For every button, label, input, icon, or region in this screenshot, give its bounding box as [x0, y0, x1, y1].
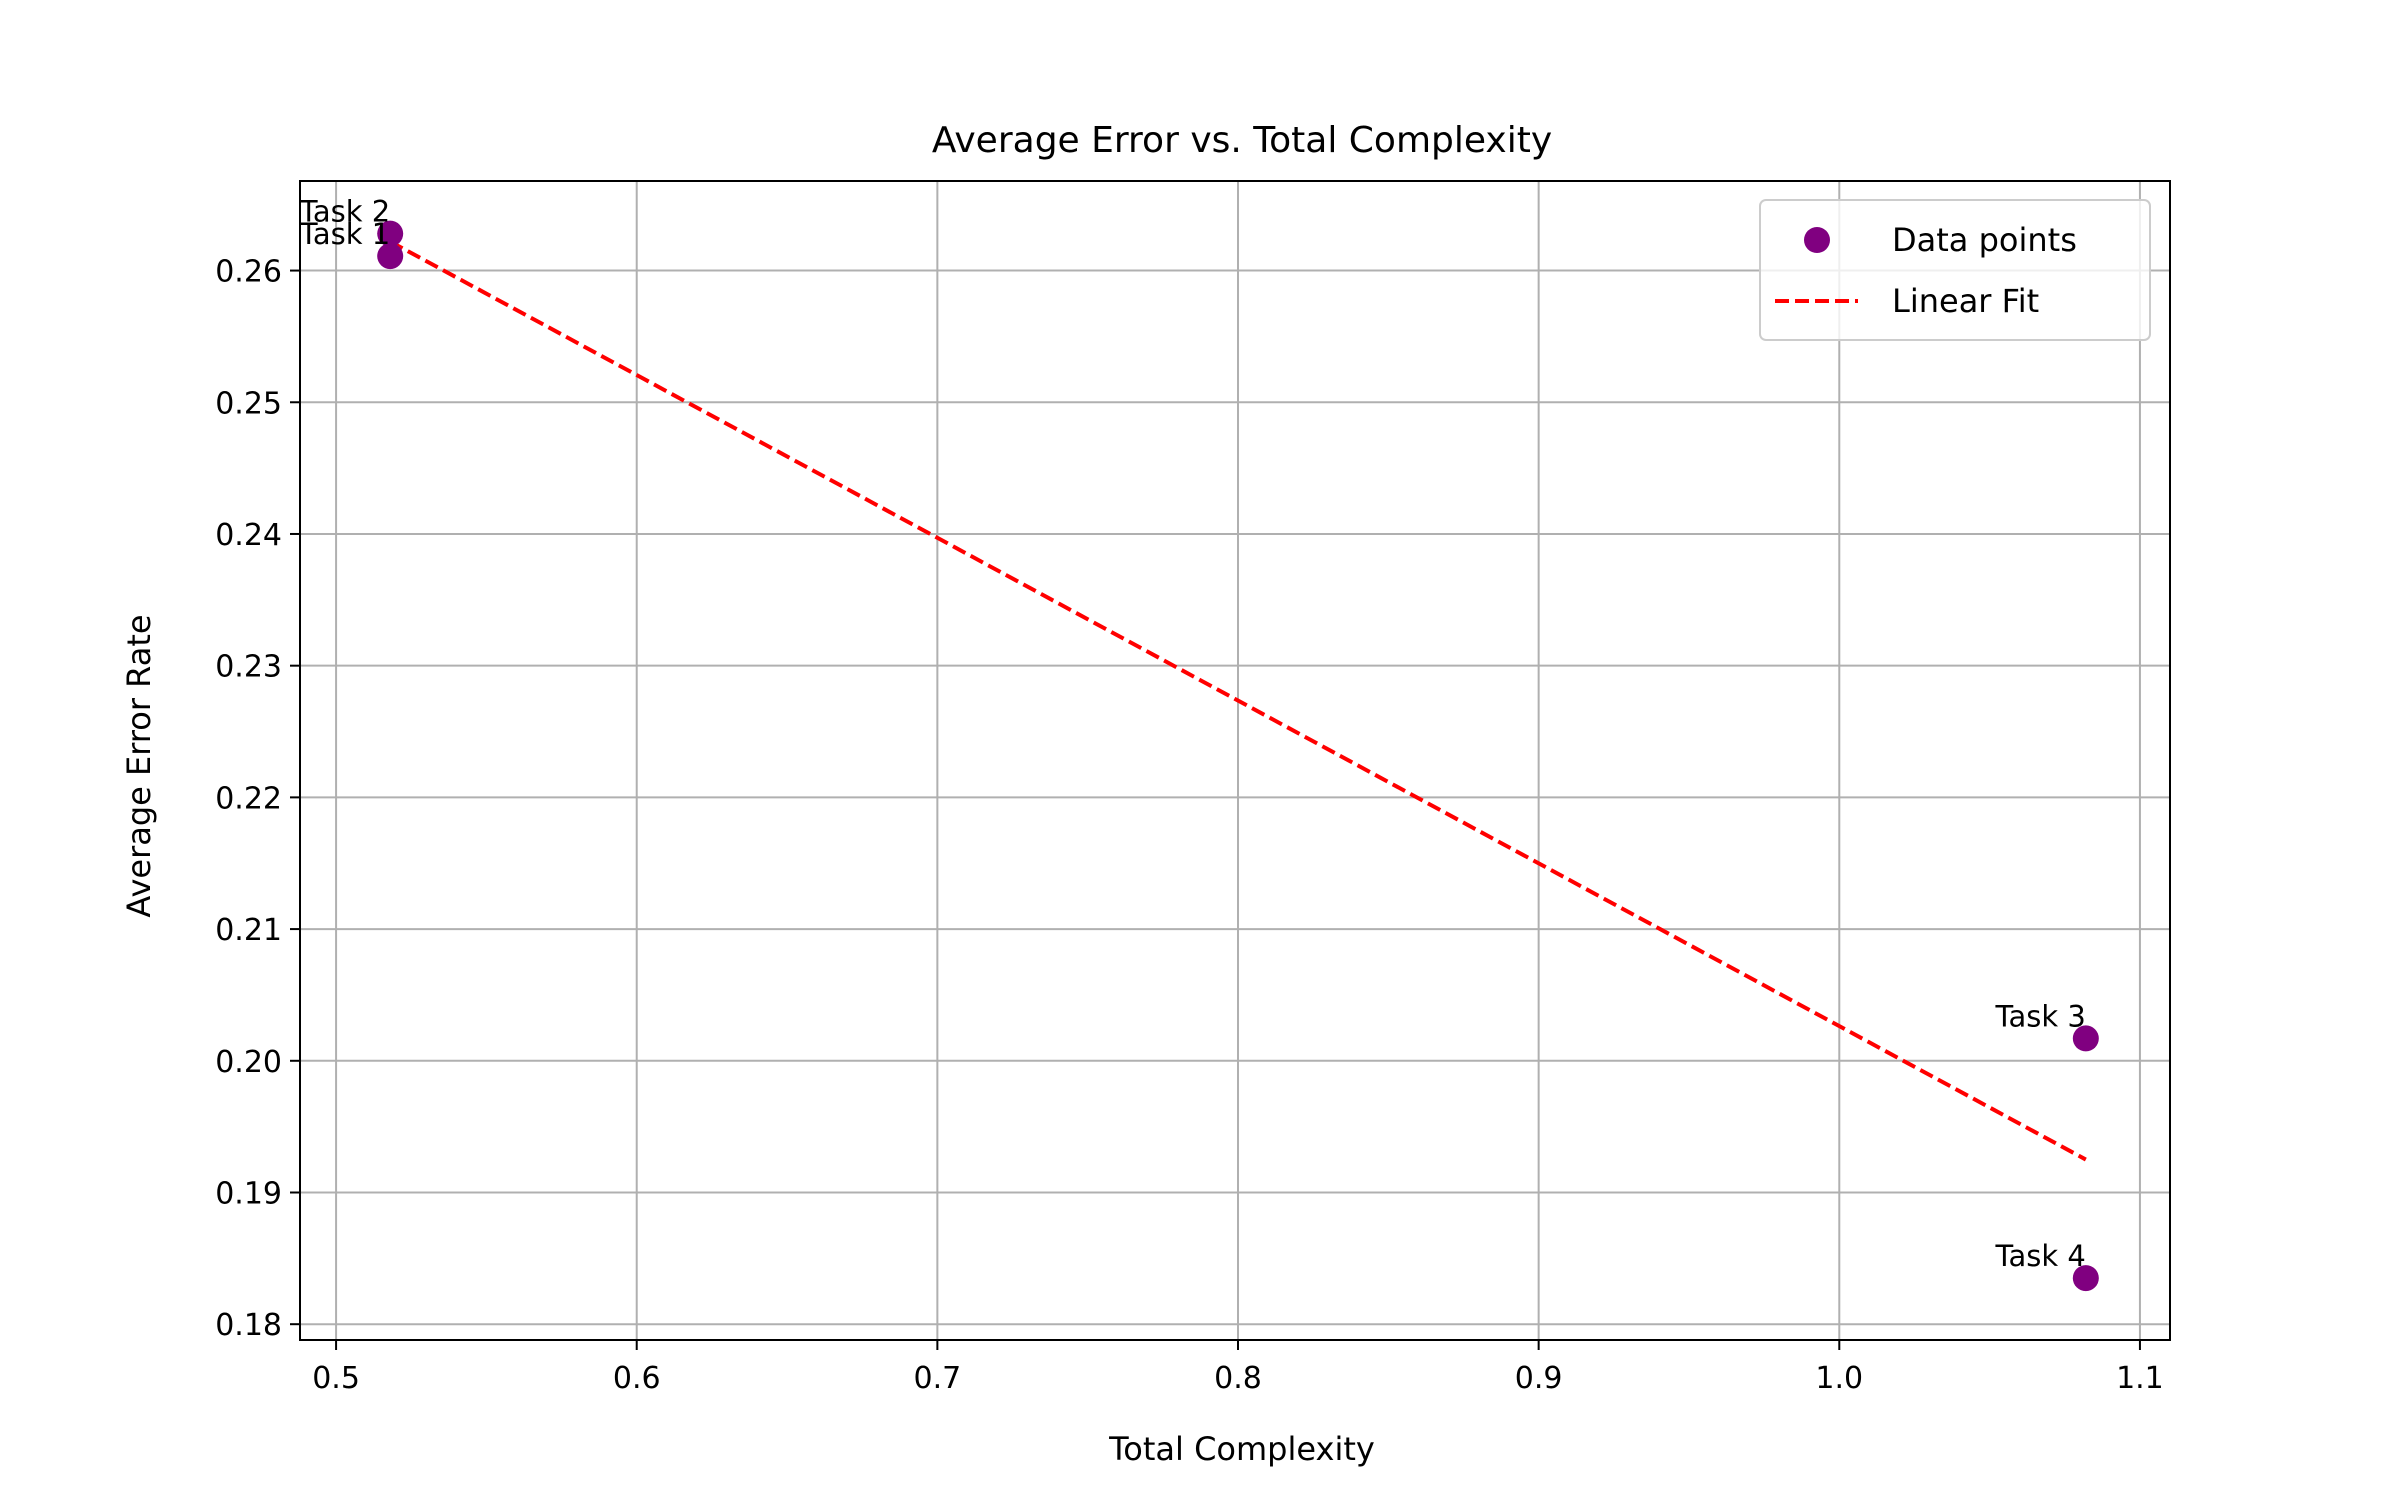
plot-frame [299, 180, 2171, 1341]
legend-marker-data-points [1804, 227, 1830, 253]
y-tick-label: 0.18 [215, 1308, 282, 1343]
chart-title: Average Error vs. Total Complexity [932, 120, 1552, 161]
x-tick-label: 0.5 [312, 1361, 360, 1396]
legend-box [1759, 199, 2151, 341]
x-tick-label: 0.7 [914, 1361, 962, 1396]
y-axis-label: Average Error Rate [120, 614, 158, 917]
y-tick-label: 0.23 [215, 650, 282, 685]
data-point [377, 243, 404, 270]
point-label: Task 3 [1995, 999, 2086, 1033]
point-label: Task 4 [1995, 1239, 2086, 1273]
data-point [2072, 1025, 2099, 1052]
x-tick-label: 0.8 [1214, 1361, 1262, 1396]
point-label: Task 2 [299, 195, 390, 229]
legend-label-linear-fit: Linear Fit [1892, 282, 2039, 320]
data-point [2072, 1265, 2099, 1292]
data-point [377, 220, 404, 247]
x-tick-label: 1.1 [2116, 1361, 2164, 1396]
legend: Data points Linear Fit [1759, 199, 2151, 341]
data-points-layer [377, 220, 2099, 1292]
x-tick-label: 0.9 [1515, 1361, 1563, 1396]
legend-label-data-points: Data points [1892, 221, 2077, 259]
y-tick-label: 0.26 [215, 255, 282, 290]
y-tick-label: 0.21 [215, 913, 282, 948]
y-tick-label: 0.24 [215, 518, 282, 553]
point-label: Task 1 [299, 217, 390, 251]
y-tick-label: 0.25 [215, 386, 282, 421]
y-axis-ticks: 0.18 0.19 0.20 0.21 0.22 0.23 0.24 0.25 0.26 [215, 255, 300, 1343]
y-tick-label: 0.22 [215, 781, 282, 816]
x-tick-label: 0.6 [613, 1361, 661, 1396]
grid [300, 181, 2170, 1340]
x-axis-ticks: 0.5 0.6 0.7 0.8 0.9 1.0 1.1 [312, 1340, 2164, 1396]
x-tick-label: 1.0 [1815, 1361, 1863, 1396]
y-tick-label: 0.19 [215, 1176, 282, 1211]
x-axis-label: Total Complexity [1108, 1430, 1375, 1468]
y-tick-label: 0.20 [215, 1045, 282, 1080]
fit-line-layer [389, 239, 2087, 1162]
linear-fit-line [389, 239, 2087, 1162]
